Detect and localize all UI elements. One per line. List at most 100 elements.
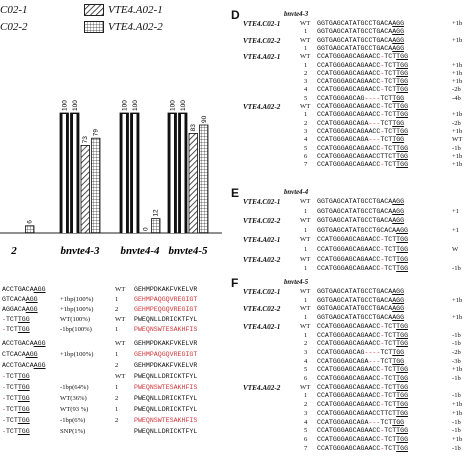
sequence-row: CCATGGGAGCAGAACC-TCTTGG [317,375,409,382]
left-result: +1bp(100%) [60,306,94,313]
bar-2-3 [25,225,35,234]
row-index: 4 [304,418,308,426]
left-result: -1bp(6%) [60,417,86,424]
sequence-row: CCATGGGAGCAGAACC-TCTTGG [317,103,409,110]
row-index: WT [300,255,311,263]
gene-label: VTE4.C02-1 [243,198,281,206]
row-index: 4 [304,136,308,144]
legend-item-c02-1: C02-1 [0,4,28,16]
bar-label: 100 [132,100,139,111]
legend-item-c02-2: C02-2 [0,21,28,33]
gene-label: VTE4.A02-2 [243,383,281,392]
bar-inner-bnvte4-5-1 [181,114,185,233]
sequence-row: CCATGGGAGCAGAACC-TCTTGG [317,444,409,452]
left-seq-row: -TCTTGG [2,406,30,413]
sequence-row: CCATGGGAGCAGAACC-TCTTGG [317,435,409,443]
sequence-row: CCATGGGAGCAGAACC-TCTTGG [317,366,409,374]
row-index: 1 [304,61,308,69]
bar-inner-bnvte4-5-0 [170,114,174,233]
mutation-result: +1b [452,435,463,443]
left-wt-label: WT [115,286,126,293]
panel-letter: E [231,186,240,200]
gene-label: VTE4.A02-2 [243,103,281,111]
row-index: 6 [304,435,308,443]
mutation-result: -1b [452,444,461,452]
gene-label: VTE4.C02-2 [243,217,281,226]
mutation-result: +1b [452,69,463,77]
left-wt-label: WT [115,340,126,347]
mutation-result: -1b [452,392,461,400]
bar-label: 79 [93,129,100,137]
mutation-result: -1b [452,375,461,382]
left-wt-label: 1 [115,384,119,391]
row-index: 7 [304,444,308,452]
row-index: 4 [304,86,308,94]
mutation-result: +1b [452,111,463,119]
sequence-row: CCATGGGAGCAGA---TCTTGG [317,136,405,144]
left-wt-label: 2 [115,417,119,424]
row-index: 1 [304,226,308,234]
sequence-row: CCATGGGAGCAGAACC-TCTTGG [317,86,409,94]
peptide-row: PWEQNLLDRICKTFYL [134,406,198,413]
sequence-row: CCATGGGAGCAGAACC-TCTTGG [317,265,409,273]
sequence-row: GGTGAGCATATGCCTGACAAGG [317,296,405,304]
sequence-row: CCATGGGAGCAGAACC-TCTTGG [317,383,409,391]
mutation-result: +1b [452,78,463,86]
sequence-row: CCATGGGAGCAG----TCTTGG [317,94,405,102]
mutation-result: +1b [452,152,463,160]
left-seq-row: AGGACAAGG [2,306,38,313]
row-index: WT [300,288,311,295]
bar-label: 100 [180,100,187,111]
gene-label: VTE4.C02-2 [243,36,281,45]
row-index: 2 [304,119,308,127]
peptide-row: PWEQNLLDRICKTFYL [134,428,198,435]
bar-inner-bnvte4-3-1 [73,114,77,233]
peptide-row: PWEQNSWTESAKHFIS [134,417,198,424]
row-index: 1 [304,296,308,304]
sequence-row: CCATGGGAGCAGAACC-TCTTGG [317,161,409,169]
peptide-row: PWEQNSWTESAKHFIS [134,326,198,333]
row-index: WT [300,20,311,27]
sequence-row: CCATGGGAGCAGAACCTTCTTGG [317,152,409,160]
sequence-row: GGTGAGCATATGCCTGACAAGG [317,207,405,215]
row-index: WT [300,236,311,244]
mutation-result: -2b [452,119,461,127]
sequence-row: CCATGGGAGCAGAACC-TCTTGG [317,340,409,348]
sequence-row: CCATGGGAGCAGAACC-TCTTGG [317,144,409,152]
mutation-result: +1 [452,207,460,215]
sequence-row: CCATGGGAGCAGAACC-TCTTGG [317,236,409,244]
sequence-row: GGTGAGCATATGCCTGACAAGG [317,36,405,44]
row-index: 5 [304,144,308,152]
left-wt-label: 2 [115,306,119,313]
legend-item-a02-2: VTE4.A02-2 [108,21,163,33]
left-result: WT(36%) [60,395,87,402]
left-wt-label: 1 [115,296,119,303]
row-index: WT [300,198,311,205]
bar-inner-bnvte4-3-0 [62,114,66,233]
bar-label: 83 [190,124,197,132]
left-wt-label: 2 [115,395,119,402]
sequence-row: CCATGGGAGCAGAACC-TCTTGG [317,69,409,77]
sequence-row: CCATGGGAGCAGAACCTTCTTGG [317,409,409,417]
row-index: 1 [304,246,308,253]
sequence-row: CCATGGGAGCAGAACC-TCTTGG [317,61,409,69]
sequence-row: CCATGGGAGCAGAACC-TCTTGG [317,392,409,400]
sequence-row: CCATGGGAGCAGAACC-TCTTGG [317,53,409,61]
row-index: 1 [304,207,308,215]
sequence-row: GGTGAGCATATGCCTGACAAGG [317,44,405,52]
row-index: 2 [304,340,308,348]
peptide-row: PWEQNLLDRICKTFYL [134,373,198,380]
mutation-result: +1b [452,127,463,135]
mutation-result: +1b [452,36,463,44]
bar-bnvte4-3-2 [80,145,90,234]
left-wt-label: WT [115,373,126,380]
gene-label: VTE4.C02-1 [243,20,281,28]
left-seq-row: ACCTGACAAGG [2,340,46,347]
row-index: WT [300,36,311,44]
sequence-row: CCATGGGAGCAGAACC-TCTTGG [317,331,409,339]
peptide-row: GEHMPDKAKFVKELVR [134,340,198,347]
mutation-result: WT [452,136,463,144]
row-index: 5 [304,427,308,435]
sequence-row: CCATGGGAGCAGAACC-TCTTGG [317,322,409,330]
mutation-result: -1b [452,418,461,426]
